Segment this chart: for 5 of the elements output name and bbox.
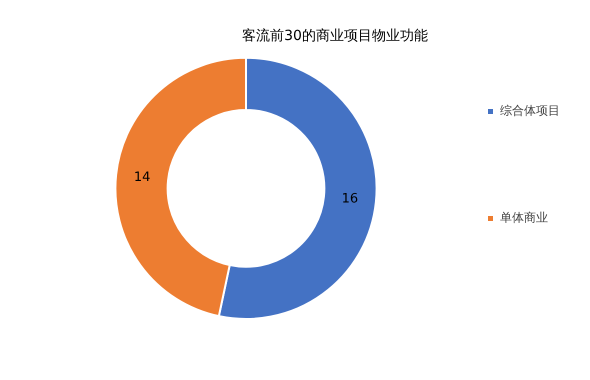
chart-title: 客流前30的商业项目物业功能 [242, 28, 428, 44]
data-label: 16 [342, 192, 358, 207]
legend-label: 单体商业 [500, 210, 548, 225]
data-label: 14 [134, 170, 150, 185]
legend-label: 综合体项目 [500, 104, 560, 118]
